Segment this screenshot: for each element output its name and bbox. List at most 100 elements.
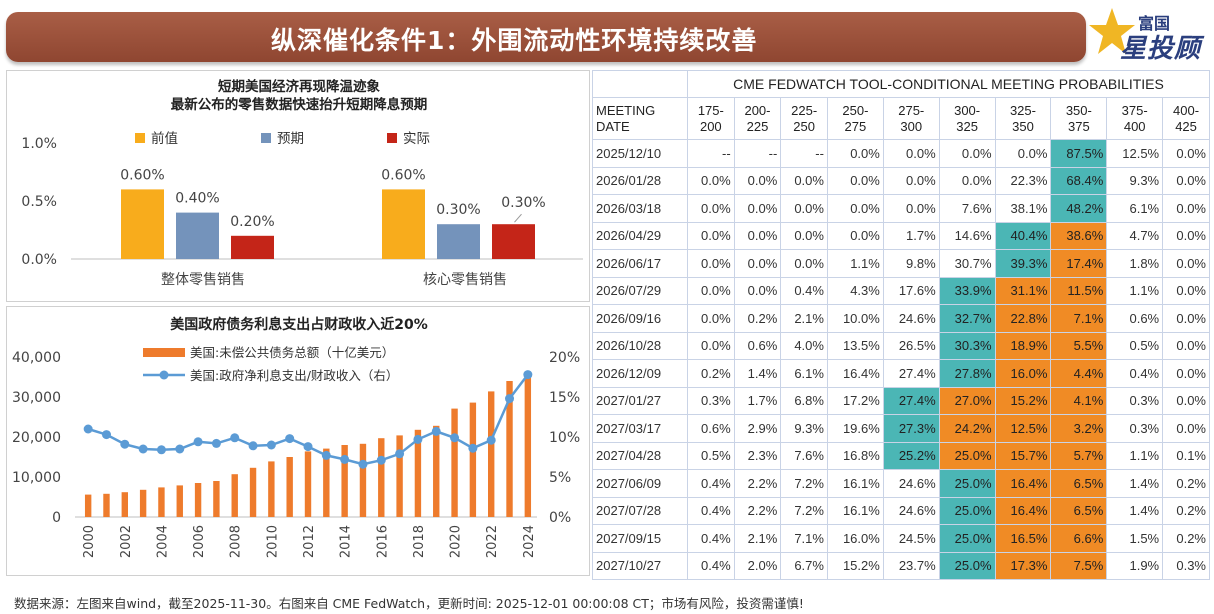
probability-cell: 17.3% — [994, 551, 1052, 580]
meeting-date-cell: 2026/07/29 — [592, 276, 688, 305]
probability-cell: 0.3% — [1106, 414, 1164, 443]
probability-cell: 0.0% — [780, 249, 828, 278]
meeting-header-line: MEETING — [596, 102, 656, 118]
rate-range-line: 250 — [793, 118, 815, 134]
probability-cell: 1.1% — [826, 249, 884, 278]
chart1-subtitle: 最新公布的零售数据快速抬升短期降息预期 — [171, 96, 428, 113]
probability-cell: 6.5% — [1050, 469, 1108, 498]
probability-cell: 24.6% — [882, 469, 940, 498]
ratio-point — [156, 445, 166, 455]
probability-cell: 0.1% — [1162, 441, 1210, 470]
probability-cell: -- — [687, 139, 735, 168]
legend-label: 预期 — [277, 131, 304, 147]
source-note: 数据来源：左图来自wind，截至2025-11-30。右图来自 CME FedW… — [14, 596, 804, 611]
probability-cell: 0.4% — [1106, 359, 1164, 388]
probability-cell: 0.0% — [1162, 304, 1210, 333]
probability-cell: 1.5% — [1106, 524, 1164, 553]
probability-cell: 0.0% — [733, 194, 782, 223]
probability-cell: 1.7% — [882, 221, 940, 250]
meeting-date-cell: 2027/10/27 — [592, 551, 688, 580]
table-row: 2025/12/10 -- -- -- 0.0% 0.0% 0.0% 0.0% 87.5% 12.… — [592, 139, 1210, 168]
probability-cell: 14.6% — [938, 221, 996, 250]
probability-cell: 0.0% — [938, 166, 996, 195]
rate-range-line: 325- — [1009, 102, 1036, 118]
probability-cell: 0.0% — [780, 221, 828, 250]
ratio-point — [101, 430, 111, 440]
probability-cell: 24.2% — [938, 414, 996, 443]
bar — [121, 189, 164, 259]
ratio-point — [138, 444, 148, 454]
table-row: 2026/10/28 0.0% 0.6% 4.0% 13.5% 26.5% 30.3% 18.… — [592, 331, 1210, 360]
probability-cell: 27.0% — [938, 386, 996, 415]
probability-cell: 48.2% — [1050, 194, 1108, 223]
ratio-point — [285, 434, 295, 444]
rate-range-line: 400 — [1123, 118, 1146, 134]
probability-cell: 0.0% — [1162, 386, 1210, 415]
ratio-point — [321, 450, 331, 460]
probability-cell: 19.6% — [826, 414, 884, 443]
rate-range-line: 225 — [746, 118, 769, 134]
rate-range-header: 275- 300 — [882, 97, 940, 140]
probability-cell: 1.4% — [1106, 496, 1164, 525]
probability-cell: 7.6% — [780, 441, 828, 470]
x-tick-label: 2022 — [485, 525, 500, 558]
rate-range-line: 350- — [1065, 102, 1092, 118]
probability-cell: 0.0% — [1162, 221, 1210, 250]
legend-label: 美国:未偿公共债务总额（十亿美元） — [190, 345, 394, 360]
probability-cell: 0.0% — [1162, 249, 1210, 278]
probability-cell: 3.2% — [1050, 414, 1108, 443]
table-row: 2027/04/28 0.5% 2.3% 7.6% 16.8% 25.2% 25.0% 15.… — [592, 441, 1210, 470]
table-row: 2026/04/29 0.0% 0.0% 0.0% 0.0% 1.7% 14.6% 40.4%… — [592, 221, 1210, 250]
chart2-bars — [84, 372, 532, 517]
probability-cell: 22.8% — [994, 304, 1052, 333]
debt-bar — [506, 381, 513, 517]
table-row: 2027/07/28 0.4% 2.2% 7.2% 16.1% 24.6% 25.0% 16.… — [592, 496, 1210, 525]
legend-marker — [159, 370, 169, 380]
rate-range-header: 350- 375 — [1050, 97, 1108, 140]
x-tick-label: 2014 — [339, 525, 354, 558]
probability-cell: 0.0% — [733, 166, 782, 195]
x-tick-label: 2008 — [229, 525, 244, 558]
table-row: 2026/12/09 0.2% 1.4% 6.1% 16.4% 27.4% 27.8% 16.… — [592, 359, 1210, 388]
y-left-tick-label: 40,000 — [12, 350, 61, 366]
probability-cell: 39.3% — [994, 249, 1052, 278]
retail-sales-chart: 短期美国经济再现降温迹象 最新公布的零售数据快速抬升短期降息预期 前值 预期 实际 … — [21, 78, 583, 288]
rate-range-line: 225- — [791, 102, 818, 118]
probability-cell: 24.6% — [882, 496, 940, 525]
probability-cell: 0.0% — [733, 249, 782, 278]
bar-value-label: 0.40% — [175, 191, 219, 207]
rate-range-line: 250- — [842, 102, 869, 118]
bar — [437, 224, 480, 259]
ratio-point — [468, 443, 478, 453]
rate-range-line: 300 — [900, 118, 923, 134]
table-row: 2027/01/27 0.3% 1.7% 6.8% 17.2% 27.4% 27.0% 15.… — [592, 386, 1210, 415]
rate-range-line: 375- — [1121, 102, 1148, 118]
probability-cell: 0.0% — [780, 166, 828, 195]
meeting-date-cell: 2027/09/15 — [592, 524, 688, 553]
chart2-legend: 美国:未偿公共债务总额（十亿美元） 美国:政府净利息支出/财政收入（右） — [143, 345, 398, 383]
legend-bar-swatch — [143, 348, 185, 357]
meeting-date-cell: 2026/03/18 — [592, 194, 688, 223]
probability-cell: 0.5% — [1106, 331, 1164, 360]
y-tick-label: 0.5% — [21, 194, 57, 210]
probability-cell: 7.6% — [938, 194, 996, 223]
y-tick-label: 1.0% — [21, 136, 57, 152]
probability-cell: 25.0% — [938, 551, 996, 580]
probability-cell: 4.1% — [1050, 386, 1108, 415]
meeting-date-cell: 2025/12/10 — [592, 139, 688, 168]
chart1-y-axis: 0.0% 0.5% 1.0% — [21, 136, 583, 268]
probability-cell: 1.1% — [1106, 441, 1164, 470]
meeting-header-line: DATE — [596, 118, 630, 134]
probability-cell: 0.2% — [687, 359, 735, 388]
table-title: CME FEDWATCH TOOL-CONDITIONAL MEETING PR… — [687, 70, 1210, 98]
probability-cell: 16.1% — [826, 496, 884, 525]
bar-value-label: 0.60% — [120, 167, 164, 183]
probability-cell: 38.1% — [994, 194, 1052, 223]
debt-interest-chart-panel: 美国政府债务利息支出占财政收入近20% 美国:未偿公共债务总额（十亿美元） 美国:… — [6, 306, 590, 576]
star-logo-icon — [1089, 8, 1135, 54]
rate-range-line: 375 — [1067, 118, 1090, 134]
probability-cell: 0.0% — [938, 139, 996, 168]
legend-swatch — [135, 133, 145, 143]
chart2-line — [83, 370, 533, 469]
debt-bar — [286, 457, 293, 517]
